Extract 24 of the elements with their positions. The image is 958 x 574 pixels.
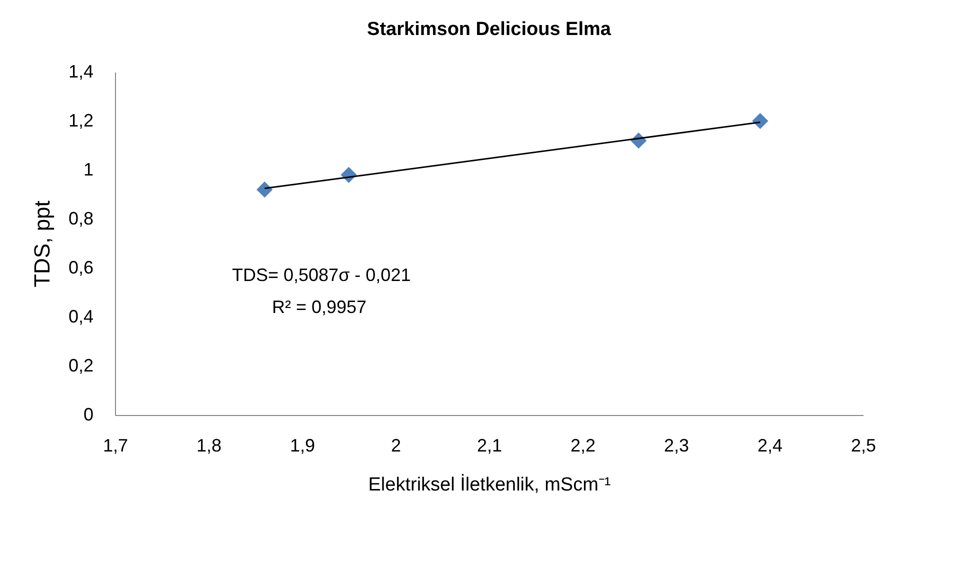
x-tick-label: 2,1 <box>476 436 502 456</box>
x-tick-label: 1,9 <box>290 436 316 456</box>
y-tick-label: 1,2 <box>68 110 94 130</box>
point <box>752 112 768 130</box>
x-axis-title: Elektriksel İletkenlik, mScm⁻¹ <box>368 474 611 496</box>
y-tick-label: 0,8 <box>68 208 94 228</box>
x-tick-label: 2,5 <box>850 436 876 456</box>
y-tick-label: 0 <box>83 404 94 424</box>
y-tick-label: 1 <box>83 160 94 180</box>
x-tick-label: 1,8 <box>196 436 222 456</box>
x-tick-label: 2,2 <box>570 436 596 456</box>
y-tick-label: 0,6 <box>68 258 94 278</box>
x-tick-label: 2 <box>390 436 402 456</box>
annotation: R² = 0,9957 <box>272 297 367 317</box>
point <box>256 182 273 198</box>
y-tick-label: 0,4 <box>68 306 94 326</box>
annotation: TDS= 0,5087σ - 0,021 <box>232 265 411 285</box>
chart-title: Starkimson Delicious Elma <box>367 19 612 40</box>
y-axis-title: TDS, ppt <box>29 200 54 288</box>
y-tick-label: 0,2 <box>68 356 94 376</box>
y-tick-label: 1,4 <box>68 62 94 82</box>
x-tick-label: 1,7 <box>102 436 128 456</box>
x-tick-label: 2,4 <box>757 436 783 456</box>
x-tick-label: 2,3 <box>664 436 690 456</box>
